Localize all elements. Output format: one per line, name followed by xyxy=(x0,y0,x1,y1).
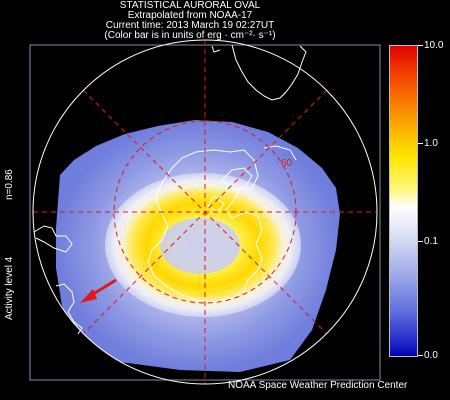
geographic-grid xyxy=(33,40,377,384)
coast-north-small xyxy=(211,45,221,53)
colorbar-label-max: 10.0 xyxy=(424,40,444,51)
colorbar-label-1: 1.0 xyxy=(424,138,438,149)
title-line-2: Extrapolated from NOAA-17 xyxy=(127,10,253,21)
credit-text: NOAA Space Weather Prediction Center xyxy=(228,380,408,391)
colorbar-label-01: 0.1 xyxy=(424,236,438,247)
colorbar-tick xyxy=(418,241,423,242)
polar-cap xyxy=(160,218,240,274)
coast-island xyxy=(221,167,253,191)
coast-northeast xyxy=(263,145,297,161)
activity-level-label: Activity level 4 xyxy=(4,256,15,320)
colorbar-tick xyxy=(418,45,423,46)
horizon-circle xyxy=(32,39,378,385)
title-line-1: STATISTICAL AURORAL OVAL xyxy=(119,0,261,11)
red-arrow-pointer-icon xyxy=(80,278,117,303)
coast-greenland xyxy=(147,149,263,303)
coast-north xyxy=(231,44,307,101)
latitude-label: 60 xyxy=(281,158,293,169)
aurora-field xyxy=(56,120,340,372)
colorbar-label-min: 0.0 xyxy=(424,350,438,361)
efficiency-label: n=0.86 xyxy=(4,169,15,200)
colorbar-tick xyxy=(418,355,423,356)
colorbar-tick xyxy=(418,143,423,144)
title-block: STATISTICAL AURORAL OVAL Extrapolated fr… xyxy=(0,1,380,41)
coast-southwest xyxy=(55,283,83,335)
title-line-3: Current time: 2013 March 19 02:27UT xyxy=(105,20,275,31)
meridian-diagonal-2 xyxy=(82,89,328,335)
color-bar xyxy=(389,45,418,357)
coast-west xyxy=(33,225,73,253)
title-line-4: (Color bar is in units of erg · cm⁻²· s⁻… xyxy=(104,30,276,41)
